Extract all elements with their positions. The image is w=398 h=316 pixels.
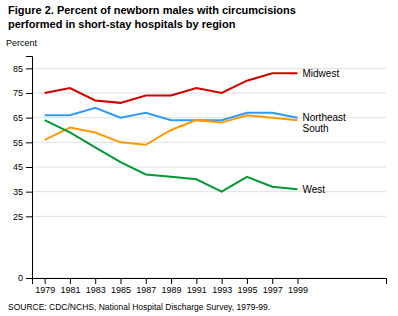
x-tick-mark [247, 278, 248, 284]
x-tick: 1989 [162, 278, 182, 295]
x-tick-label: 1987 [136, 285, 156, 295]
series-line [45, 108, 298, 120]
title: Figure 2. Percent of newborn males with … [8, 4, 296, 16]
series-line [45, 120, 298, 192]
y-tick: 65 [13, 113, 32, 123]
x-tick-mark [196, 278, 197, 284]
x-tick: 1999 [288, 278, 308, 295]
x-tick-mark [95, 278, 96, 284]
y-axis-line [26, 57, 33, 279]
y-tick-mark [26, 68, 32, 69]
y-tick-mark [26, 192, 32, 193]
lines [45, 73, 298, 191]
y-label: Percent [6, 38, 38, 48]
x-tick: 1991 [187, 278, 207, 295]
x-axis: 1979 1981 1983 1985 1987 1989 1991 1993 1995 1997… [33, 278, 387, 295]
y-tick-mark [26, 167, 32, 168]
x-tick: 1995 [237, 278, 257, 295]
y-tick-label: 85 [13, 64, 23, 74]
x-tick-mark [45, 278, 46, 284]
y-tick-label: 75 [13, 88, 23, 98]
x-tick-mark [70, 278, 71, 284]
y-tick: 35 [13, 187, 32, 197]
x-axis-line [33, 279, 387, 285]
y-tick: 0 [18, 273, 32, 283]
y-tick-label: 0 [18, 273, 23, 283]
y-tick: 45 [13, 162, 32, 172]
series-label: South [303, 123, 329, 134]
y-tick-mark [26, 278, 32, 279]
y-tick: 25 [13, 212, 32, 222]
y-axis: 0 25 35 45 55 65 75 85 [13, 57, 33, 284]
x-tick-label: 1999 [288, 285, 308, 295]
series-labels: Midwest NortheastSouth West [303, 68, 347, 195]
y-tick-label: 65 [13, 113, 23, 123]
x-tick-label: 1995 [237, 285, 257, 295]
grid [32, 68, 386, 278]
x-tick-mark [121, 278, 122, 284]
x-tick-mark [272, 278, 273, 284]
x-tick: 1979 [35, 278, 55, 295]
x-tick-label: 1979 [35, 285, 55, 295]
x-tick: 1987 [136, 278, 156, 295]
x-tick: 1997 [263, 278, 283, 295]
x-tick: 1983 [86, 278, 106, 295]
y-tick-mark [26, 142, 32, 143]
plot: 1979 1981 1983 1985 1987 1989 1991 1993 1995 1997… [6, 38, 387, 295]
series-label: Midwest [303, 68, 340, 79]
y-tick-mark [26, 93, 32, 94]
grid-line [32, 93, 386, 94]
x-tick-label: 1997 [263, 285, 283, 295]
grid-line [32, 191, 386, 192]
y-tick-mark [26, 216, 32, 217]
series-line [45, 73, 298, 103]
y-tick-label: 55 [13, 138, 23, 148]
x-tick-label: 1985 [111, 285, 131, 295]
x-tick: 1985 [111, 278, 131, 295]
source-note: SOURCE: CDC/NCHS, National Hospital Disc… [8, 302, 270, 312]
x-tick-label: 1983 [86, 285, 106, 295]
y-tick: 55 [13, 138, 32, 148]
y-tick: 85 [13, 64, 32, 74]
x-tick-label: 1989 [162, 285, 182, 295]
x-tick-label: 1993 [212, 285, 232, 295]
x-tick-label: 1991 [187, 285, 207, 295]
x-tick-mark [298, 278, 299, 284]
x-tick-mark [171, 278, 172, 284]
x-tick-label: 1981 [60, 285, 80, 295]
subtitle: performed in short-stay hospitals by reg… [8, 18, 236, 30]
series-label: Northeast [303, 112, 347, 123]
y-tick-label: 25 [13, 212, 23, 222]
x-tick: 1981 [60, 278, 80, 295]
x-tick-mark [146, 278, 147, 284]
x-tick: 1993 [212, 278, 232, 295]
y-tick-label: 35 [13, 187, 23, 197]
y-tick: 75 [13, 88, 32, 98]
y-tick-mark [26, 118, 32, 119]
grid-line [32, 167, 386, 168]
chart: Figure 2. Percent of newborn males with … [0, 0, 398, 316]
x-tick-mark [222, 278, 223, 284]
y-tick-label: 45 [13, 162, 23, 172]
grid-line [32, 216, 386, 217]
series-label: West [303, 184, 326, 195]
